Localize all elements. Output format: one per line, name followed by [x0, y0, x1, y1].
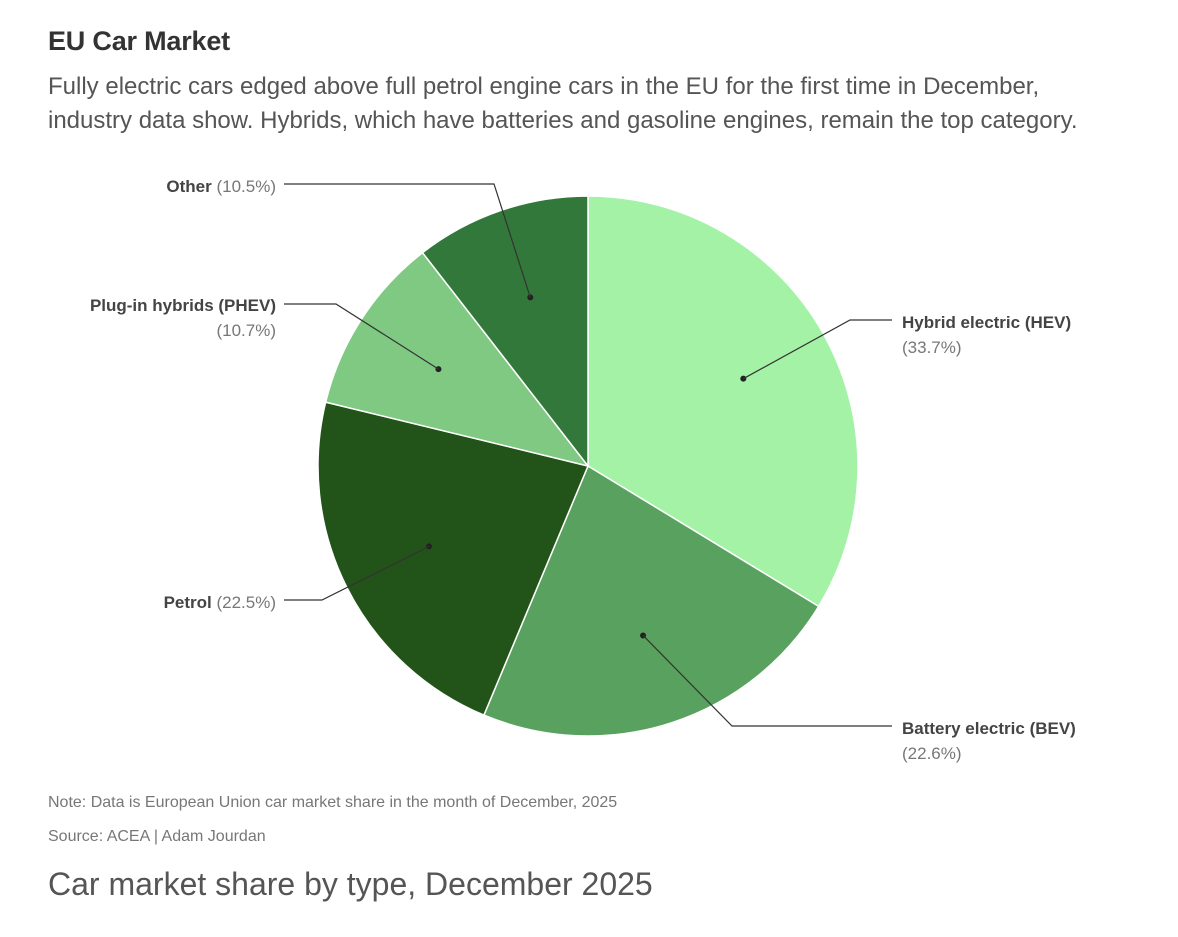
slice-label-other: Other (10.5%)	[166, 177, 276, 196]
chart-caption: Car market share by type, December 2025	[48, 866, 653, 902]
chart-subtitle: Fully electric cars edged above full pet…	[48, 70, 1148, 138]
leader-lines	[284, 183, 892, 727]
slice-label-value-battery-electric: (22.6%)	[902, 744, 962, 763]
leader-line-other	[284, 183, 531, 298]
chart-source: Source: ACEA | Adam Jourdan	[48, 828, 266, 845]
slice-label-value: (22.5%)	[216, 593, 276, 612]
leader-line-petrol	[284, 545, 430, 601]
slice-label-name: Petrol	[164, 593, 217, 612]
subtitle-line-1: Fully electric cars edged above full pet…	[48, 73, 1040, 100]
chart-note: Note: Data is European Union car market …	[48, 794, 618, 811]
slice-labels: Hybrid electric (HEV) (33.7%) Battery elec…	[90, 177, 1076, 763]
slice-label-value-hybrid-electric: (33.7%)	[902, 338, 962, 357]
slice-label-name: Other	[166, 177, 216, 196]
pie-slice-battery-electric	[482, 464, 820, 737]
slice-label-name-plug-in-hybrids: Plug-in hybrids (PHEV)	[90, 296, 276, 315]
leader-line-plug-in-hybrids	[284, 303, 439, 370]
slice-label-value: (10.5%)	[216, 177, 276, 196]
pie-slice-other	[421, 195, 589, 469]
leader-line-battery-electric	[642, 635, 892, 727]
subtitle-line-2: industry data show. Hybrids, which have …	[48, 107, 1078, 134]
slice-label-name-battery-electric: Battery electric (BEV)	[902, 719, 1076, 738]
slice-label-value-plug-in-hybrids: (10.7%)	[216, 321, 276, 340]
pie-slice-hybrid-electric	[587, 195, 859, 608]
chart-title: EU Car Market	[48, 26, 230, 56]
leader-line-hybrid-electric	[743, 319, 892, 380]
slice-label-petrol: Petrol (22.5%)	[164, 593, 276, 612]
pie-slice-plug-in-hybrids	[324, 251, 590, 468]
slice-label-name-hybrid-electric: Hybrid electric (HEV)	[902, 313, 1071, 332]
pie-slices	[317, 195, 859, 737]
